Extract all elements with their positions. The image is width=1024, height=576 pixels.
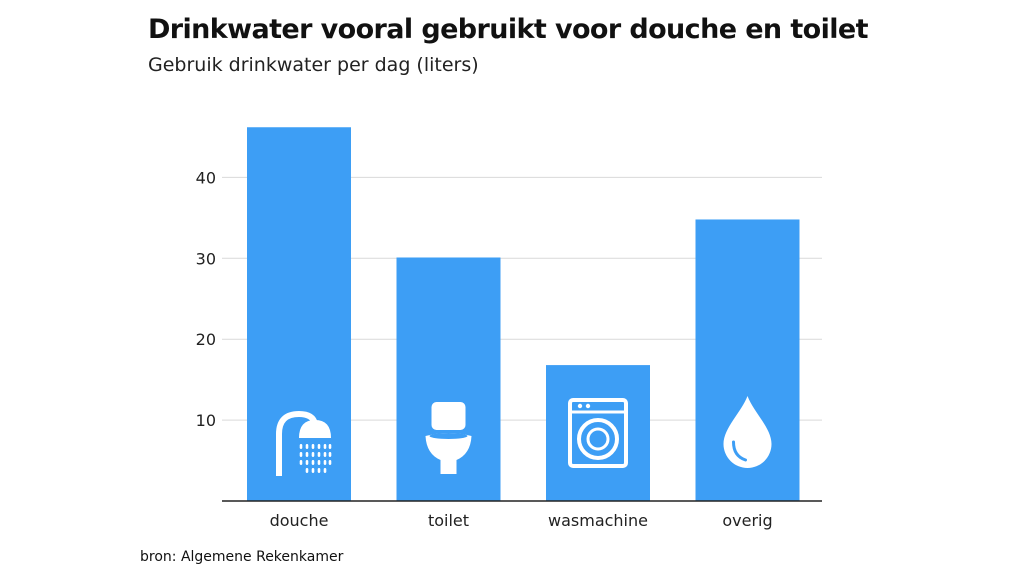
washing-machine-icon bbox=[568, 398, 628, 468]
chart-title: Drinkwater vooral gebruikt voor douche e… bbox=[148, 14, 869, 45]
y-tick-label: 10 bbox=[196, 411, 216, 430]
bar-wasmachine bbox=[546, 365, 650, 501]
toilet-icon bbox=[425, 402, 472, 474]
bar-douche bbox=[247, 127, 351, 501]
x-tick-label: douche bbox=[270, 511, 329, 530]
y-tick-label: 20 bbox=[196, 330, 216, 349]
y-tick-label: 40 bbox=[196, 168, 216, 187]
x-tick-label: toilet bbox=[428, 511, 469, 530]
x-tick-label: overig bbox=[722, 511, 772, 530]
x-tick-label: wasmachine bbox=[548, 511, 648, 530]
chart-subtitle: Gebruik drinkwater per dag (liters) bbox=[148, 54, 479, 76]
source-note: bron: Algemene Rekenkamer bbox=[140, 549, 344, 565]
y-tick-label: 30 bbox=[196, 249, 216, 268]
water-drop-icon bbox=[723, 396, 772, 468]
shower-icon bbox=[276, 410, 332, 476]
